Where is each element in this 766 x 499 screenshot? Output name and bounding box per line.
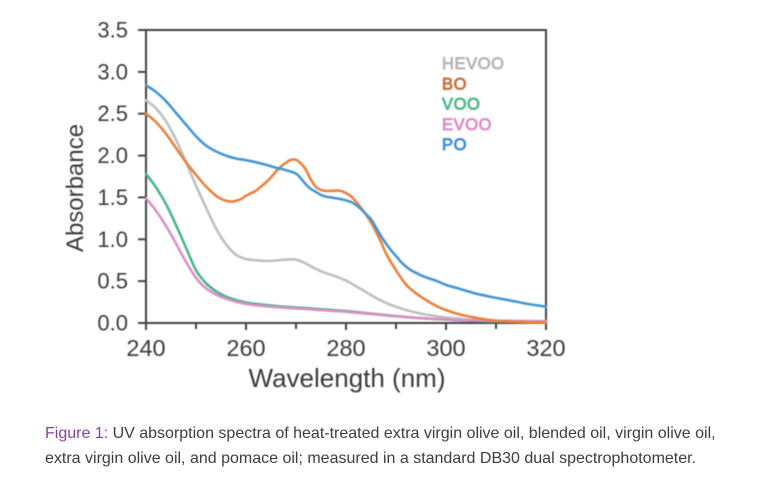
svg-text:3.5: 3.5 — [97, 18, 128, 43]
svg-text:1.0: 1.0 — [97, 227, 128, 252]
svg-text:280: 280 — [326, 335, 365, 361]
svg-text:VOO: VOO — [442, 96, 480, 114]
svg-text:EVOO: EVOO — [442, 116, 492, 134]
svg-text:2.5: 2.5 — [97, 101, 128, 126]
svg-text:0.0: 0.0 — [97, 311, 128, 336]
svg-text:260: 260 — [226, 335, 265, 361]
svg-text:0.5: 0.5 — [97, 269, 128, 294]
svg-text:2.0: 2.0 — [97, 143, 128, 168]
svg-text:Wavelength (nm): Wavelength (nm) — [249, 363, 446, 393]
svg-text:300: 300 — [426, 335, 465, 361]
svg-text:HEVOO: HEVOO — [442, 55, 505, 73]
svg-text:BO: BO — [442, 75, 467, 93]
svg-text:Absorbance: Absorbance — [62, 124, 89, 252]
svg-text:1.5: 1.5 — [97, 185, 128, 210]
svg-text:320: 320 — [526, 335, 565, 361]
svg-text:3.0: 3.0 — [97, 59, 128, 84]
svg-text:240: 240 — [126, 335, 165, 361]
svg-text:PO: PO — [442, 136, 467, 154]
